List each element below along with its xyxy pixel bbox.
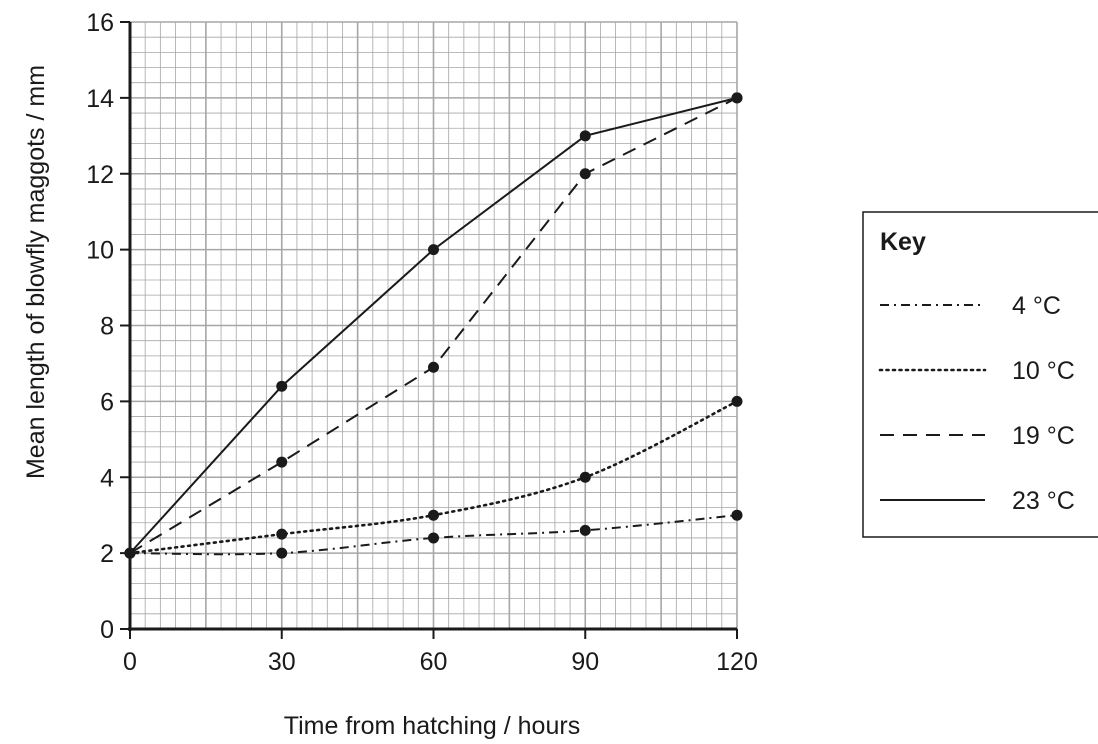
- data-point: [731, 509, 743, 521]
- x-tick-label: 60: [420, 648, 448, 676]
- data-point: [276, 528, 288, 540]
- x-tick-label: 120: [716, 648, 758, 676]
- chart-grid: [129, 21, 738, 630]
- y-tick-label: 10: [86, 237, 114, 265]
- data-point: [428, 509, 439, 521]
- legend-items: 4 °C 10 °C 19 °C 23 °C: [878, 292, 1075, 515]
- data-point: [579, 168, 591, 180]
- legend-label: 4 °C: [1012, 292, 1061, 320]
- legend-label: 23 °C: [1012, 487, 1075, 515]
- data-point: [276, 380, 288, 392]
- data-point: [731, 395, 743, 407]
- data-point: [731, 92, 743, 104]
- x-tick-label: 30: [268, 648, 296, 676]
- y-axis-title: Mean length of blowfly maggots / mm: [22, 65, 50, 479]
- series-line-0: [129, 514, 738, 556]
- data-point: [124, 547, 136, 559]
- y-tick-label: 16: [86, 9, 114, 37]
- data-point: [579, 524, 591, 536]
- legend-title: Key: [880, 228, 926, 256]
- y-tick-label: 4: [100, 464, 114, 492]
- legend: Key 4 °C 10 °C 19 °C 23 °C: [862, 211, 1098, 538]
- y-tick-label: 8: [100, 313, 114, 341]
- y-tick-label: 6: [100, 388, 114, 416]
- legend-label: 10 °C: [1012, 357, 1075, 385]
- y-tick-label: 14: [86, 85, 114, 113]
- legend-box: [862, 211, 1098, 538]
- y-tick-label: 12: [86, 161, 114, 189]
- data-point: [276, 456, 288, 468]
- chart-axes: 0 30 60 90 120 0 2 4 6 8 10 12 14 16: [86, 9, 758, 676]
- data-point: [428, 532, 439, 544]
- data-point: [428, 244, 439, 256]
- legend-label: 19 °C: [1012, 422, 1075, 450]
- x-axis-title: Time from hatching / hours: [284, 712, 580, 740]
- chart-series: [124, 92, 743, 559]
- y-tick-label: 2: [100, 540, 114, 568]
- x-tick-label: 0: [123, 648, 137, 676]
- x-tick-label: 90: [571, 648, 599, 676]
- data-point: [428, 361, 439, 373]
- data-point: [276, 547, 288, 559]
- data-point: [579, 471, 591, 483]
- data-point: [579, 130, 591, 142]
- y-tick-label: 0: [100, 616, 114, 644]
